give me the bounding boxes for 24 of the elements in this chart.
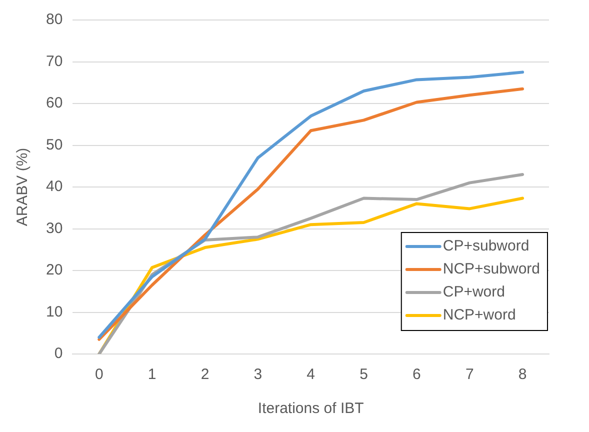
x-tick-label: 4 (306, 366, 316, 384)
legend-label: CP+word (442, 284, 505, 301)
y-tick-label: 20 (46, 262, 63, 279)
x-axis-title: Iterations of IBT (258, 400, 364, 418)
y-tick-label: 10 (46, 303, 63, 320)
y-tick-label: 80 (46, 11, 63, 28)
y-tick-label: 30 (46, 220, 63, 237)
y-axis-title: ARABV (%) (14, 148, 32, 226)
x-tick-label: 1 (148, 366, 156, 384)
y-tick-label: 70 (46, 52, 63, 70)
x-tick-label: 0 (94, 366, 104, 384)
x-tick-label: 3 (254, 366, 262, 384)
legend-label: NCP+word (442, 306, 516, 324)
x-tick-label: 6 (412, 366, 421, 384)
y-tick-label: 50 (46, 136, 63, 154)
y-tick-label: 0 (54, 345, 63, 362)
x-tick-label: 5 (360, 366, 368, 384)
x-tick-label: 7 (465, 366, 474, 384)
x-tick-label: 2 (200, 366, 210, 384)
y-tick-label: 60 (46, 94, 63, 112)
legend-label: CP+subword (442, 238, 530, 255)
x-tick-label: 8 (518, 366, 527, 384)
y-tick-label: 40 (46, 178, 63, 196)
legend-label: NCP+subword (442, 260, 540, 278)
